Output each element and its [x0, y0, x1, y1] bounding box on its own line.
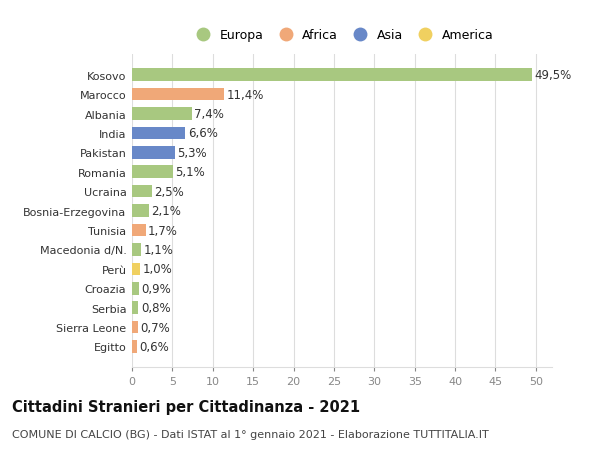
Text: 2,5%: 2,5% — [155, 185, 184, 198]
Text: 49,5%: 49,5% — [534, 69, 571, 82]
Bar — [132, 224, 146, 237]
Bar — [132, 147, 175, 159]
Text: 2,1%: 2,1% — [151, 205, 181, 218]
Text: 0,7%: 0,7% — [140, 321, 170, 334]
Bar — [132, 302, 139, 314]
Bar — [132, 108, 192, 121]
Text: COMUNE DI CALCIO (BG) - Dati ISTAT al 1° gennaio 2021 - Elaborazione TUTTITALIA.: COMUNE DI CALCIO (BG) - Dati ISTAT al 1°… — [12, 429, 489, 439]
Bar — [132, 89, 224, 101]
Bar — [132, 205, 149, 218]
Text: 5,1%: 5,1% — [176, 166, 205, 179]
Text: 1,7%: 1,7% — [148, 224, 178, 237]
Legend: Europa, Africa, Asia, America: Europa, Africa, Asia, America — [185, 24, 499, 47]
Bar — [132, 127, 185, 140]
Bar — [132, 282, 139, 295]
Text: 1,0%: 1,0% — [143, 263, 172, 276]
Text: 0,9%: 0,9% — [142, 282, 172, 295]
Bar — [132, 69, 532, 82]
Text: 11,4%: 11,4% — [227, 89, 264, 101]
Text: 7,4%: 7,4% — [194, 108, 224, 121]
Bar — [132, 166, 173, 179]
Text: 6,6%: 6,6% — [188, 127, 218, 140]
Bar — [132, 321, 137, 334]
Bar — [132, 263, 140, 275]
Bar — [132, 244, 141, 256]
Text: 1,1%: 1,1% — [143, 243, 173, 257]
Bar — [132, 341, 137, 353]
Bar — [132, 185, 152, 198]
Text: 0,8%: 0,8% — [141, 302, 170, 314]
Text: Cittadini Stranieri per Cittadinanza - 2021: Cittadini Stranieri per Cittadinanza - 2… — [12, 399, 360, 414]
Text: 0,6%: 0,6% — [139, 340, 169, 353]
Text: 5,3%: 5,3% — [177, 146, 207, 160]
